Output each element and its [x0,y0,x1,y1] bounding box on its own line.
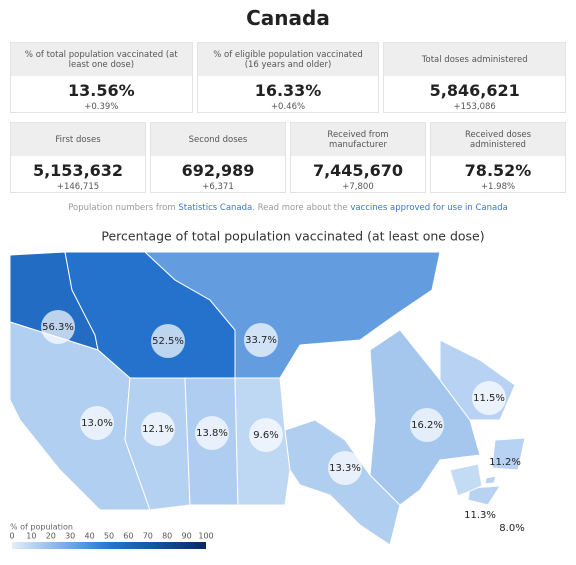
label-bubble [80,406,114,440]
stat-card: Total doses administered 5,846,621 +153,08… [383,42,567,113]
province-label: 11.5% [473,393,505,404]
map-title: Percentage of total population vaccinate… [101,229,484,244]
stat-change: +153,086 [453,102,496,112]
legend-tick: 40 [85,532,95,541]
stat-value: 78.52% [464,161,532,180]
province [143,251,441,379]
source-link[interactable]: Statistics Canada [178,203,253,213]
province [484,475,497,485]
province-label: 9.6% [253,430,278,441]
province [467,485,501,506]
legend-tick: 60 [123,532,133,541]
source-note: Population numbers from Statistics Canad… [0,203,576,213]
source-link[interactable]: vaccines approved for use in Canada [350,203,508,213]
legend-tick: 100 [198,532,213,541]
stat-value: 5,153,632 [32,161,124,180]
stat-change: +0.39% [84,102,119,112]
label-bubble [41,310,75,344]
province-label: 13.0% [81,418,113,429]
page-title: Canada [246,6,330,30]
province-label: 13.8% [196,428,228,439]
stat-value: 5,846,621 [429,81,520,100]
stat-label: Received doses administered [431,123,565,156]
province-label: 16.2% [411,420,443,431]
stat-label: % of eligible population vaccinated (16 … [197,43,379,76]
label-bubble [472,381,506,415]
stat-label: Received from manufacturer [291,123,425,156]
stats-row: First doses 5,153,632 +146,715 Second doses… [10,122,566,193]
stats-row: % of total population vaccinated (at lea… [10,42,567,113]
stat-label: Second doses [151,123,285,156]
stat-value: 7,445,670 [312,161,404,180]
stat-card: % of total population vaccinated (at lea… [10,42,193,113]
province-label: 11.2% [489,457,521,468]
province [449,463,483,497]
legend-tick: 30 [65,532,75,541]
label-bubble [328,451,362,485]
label-bubble [244,323,278,357]
label-bubble [410,408,444,442]
province [9,321,151,511]
label-bubble [151,324,185,358]
stat-card: Received doses administered 78.52% +1.98% [430,122,566,193]
label-bubble [195,416,229,450]
province-label: 8.0% [499,523,524,534]
stat-label: Total doses administered [384,43,566,76]
stat-change: +7,800 [342,182,374,192]
label-bubble [141,412,175,446]
stat-label: % of total population vaccinated (at lea… [11,43,192,76]
legend-tick: 0 [9,532,14,541]
stat-value: 16.33% [254,81,322,100]
stat-change: +0.46% [270,102,306,112]
legend-bar [12,542,206,549]
source-text: Population numbers from [68,203,176,213]
legend-tick: 70 [143,532,153,541]
stat-card: Received from manufacturer 7,445,670 +7,80… [290,122,426,193]
province-label: 13.3% [329,463,361,474]
stat-card: Second doses 692,989 +6,371 [150,122,286,193]
legend-tick: 90 [182,532,192,541]
province-label: 52.5% [152,336,184,347]
stat-value: 13.56% [68,81,135,100]
legend-tick: 10 [26,532,36,541]
source-text: . Read more about the [252,203,348,213]
stat-change: +146,715 [56,182,100,192]
stat-label: First doses [11,123,145,156]
label-bubble [249,418,283,452]
legend-title: % of population [10,523,73,532]
legend-tick: 80 [162,532,172,541]
stat-change: +6,371 [202,182,234,192]
stat-change: +1.98% [480,182,516,192]
province-label: 11.3% [464,510,496,521]
stat-card: % of eligible population vaccinated (16 … [196,42,380,113]
legend-tick: 50 [104,532,114,541]
stat-card: First doses 5,153,632 +146,715 [10,122,146,193]
stat-value: 692,989 [181,161,255,180]
province-label: 33.7% [245,335,277,346]
province-label: 12.1% [142,424,174,435]
province-label: 56.3% [42,322,74,333]
legend-tick: 20 [46,532,56,541]
